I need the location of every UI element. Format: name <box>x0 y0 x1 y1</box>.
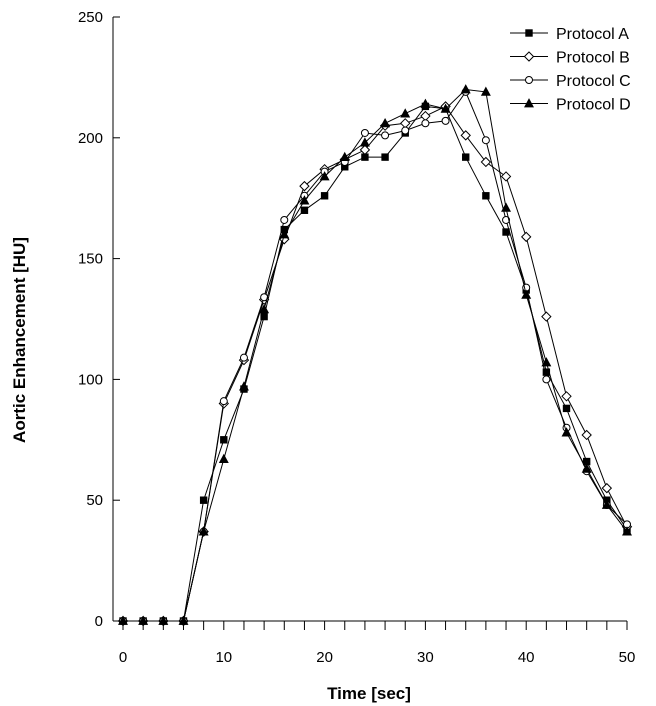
point-protocol-d <box>238 381 249 391</box>
point-protocol-d <box>541 357 552 367</box>
legend-marker <box>524 98 534 108</box>
point-protocol-c <box>401 126 410 135</box>
point-protocol-c <box>360 128 369 137</box>
legend-label: Protocol A <box>556 26 629 43</box>
point-protocol-b <box>420 110 431 122</box>
point-protocol-b <box>601 482 613 494</box>
point-protocol-d <box>521 289 532 299</box>
point-protocol-b <box>480 156 492 168</box>
point-protocol-d <box>561 427 572 437</box>
point-protocol-d <box>622 526 632 536</box>
point-protocol-c <box>421 119 430 128</box>
point-protocol-a <box>462 153 470 161</box>
point-protocol-b <box>541 311 552 322</box>
point-protocol-d <box>259 303 270 314</box>
point-protocol-d <box>460 84 471 94</box>
point-protocol-c <box>502 215 511 224</box>
y-tick-label: 50 <box>86 492 103 509</box>
point-protocol-a <box>260 312 268 321</box>
series-protocol-d <box>118 84 632 625</box>
point-protocol-c <box>542 375 551 384</box>
x-axis-title: Time [sec] <box>327 684 411 703</box>
point-protocol-a <box>220 436 228 444</box>
y-tick-label: 0 <box>95 613 103 630</box>
point-protocol-d <box>279 229 290 239</box>
axes: 0 50 100 150 200 250 0 10 20 30 40 50 <box>78 9 635 666</box>
point-protocol-d <box>480 86 491 96</box>
legend-label: Protocol B <box>556 50 630 67</box>
point-protocol-d <box>581 463 592 473</box>
point-protocol-b <box>581 429 592 441</box>
legend-label: Protocol D <box>556 97 631 114</box>
point-protocol-d <box>440 103 451 113</box>
point-protocol-a <box>320 192 329 200</box>
point-protocol-d <box>198 526 209 536</box>
point-protocol-b <box>400 118 411 129</box>
point-protocol-b <box>520 231 532 243</box>
point-protocol-a <box>502 228 510 236</box>
point-protocol-b <box>460 130 471 141</box>
point-protocol-d <box>319 171 330 181</box>
point-protocol-d <box>380 117 391 128</box>
point-protocol-a <box>300 206 309 214</box>
point-protocol-c <box>481 136 490 145</box>
point-protocol-d <box>218 453 229 464</box>
point-protocol-d <box>138 615 149 625</box>
y-axis-title: Aortic Enhancement [HU] <box>10 237 29 443</box>
point-protocol-c <box>381 131 390 140</box>
point-protocol-d <box>501 202 512 212</box>
series-line-protocol-d <box>123 88 628 622</box>
point-protocol-b <box>500 171 512 182</box>
series-line-protocol-c <box>123 90 628 622</box>
point-protocol-d <box>299 195 310 205</box>
series-line-protocol-b <box>123 105 628 622</box>
y-tick-label: 100 <box>78 371 103 388</box>
point-protocol-d <box>158 615 169 625</box>
point-protocol-d <box>400 108 411 118</box>
x-tick-label: 30 <box>417 649 434 666</box>
x-tick-label: 20 <box>316 649 333 666</box>
point-protocol-d <box>420 98 431 108</box>
point-protocol-a <box>562 404 571 413</box>
legend-marker <box>525 29 533 37</box>
point-protocol-d <box>601 499 612 509</box>
point-protocol-c <box>441 116 450 125</box>
point-protocol-c <box>219 397 228 406</box>
point-protocol-b <box>359 144 371 156</box>
x-tick-label: 50 <box>619 649 636 666</box>
point-protocol-b <box>561 391 572 402</box>
x-tick-label: 40 <box>518 649 535 666</box>
point-protocol-d <box>339 151 350 162</box>
series-layer <box>117 84 633 627</box>
y-tick-label: 200 <box>78 130 103 147</box>
point-protocol-a <box>381 153 389 161</box>
series-line-protocol-a <box>123 105 628 622</box>
point-protocol-d <box>118 615 128 625</box>
legend-marker <box>525 76 533 84</box>
point-protocol-d <box>178 615 189 625</box>
point-protocol-a <box>482 192 490 200</box>
legend-marker <box>523 51 535 62</box>
legend-item-protocol-d: Protocol D <box>510 97 631 114</box>
point-protocol-c <box>280 215 289 224</box>
y-tick-label: 150 <box>78 251 103 268</box>
series-protocol-a <box>119 102 631 625</box>
point-protocol-d <box>359 137 370 147</box>
x-tick-label: 10 <box>215 649 232 666</box>
x-tick-label: 0 <box>119 649 127 666</box>
point-protocol-a <box>199 496 208 504</box>
legend-label: Protocol C <box>556 73 631 90</box>
point-protocol-c <box>239 353 248 362</box>
legend-item-protocol-b: Protocol B <box>510 50 630 67</box>
legend: Protocol A Protocol B Protocol C Protocol D <box>510 26 631 114</box>
legend-item-protocol-c: Protocol C <box>510 73 631 90</box>
point-protocol-b <box>299 180 310 192</box>
y-tick-label: 250 <box>78 9 103 26</box>
legend-item-protocol-a: Protocol A <box>510 26 629 43</box>
